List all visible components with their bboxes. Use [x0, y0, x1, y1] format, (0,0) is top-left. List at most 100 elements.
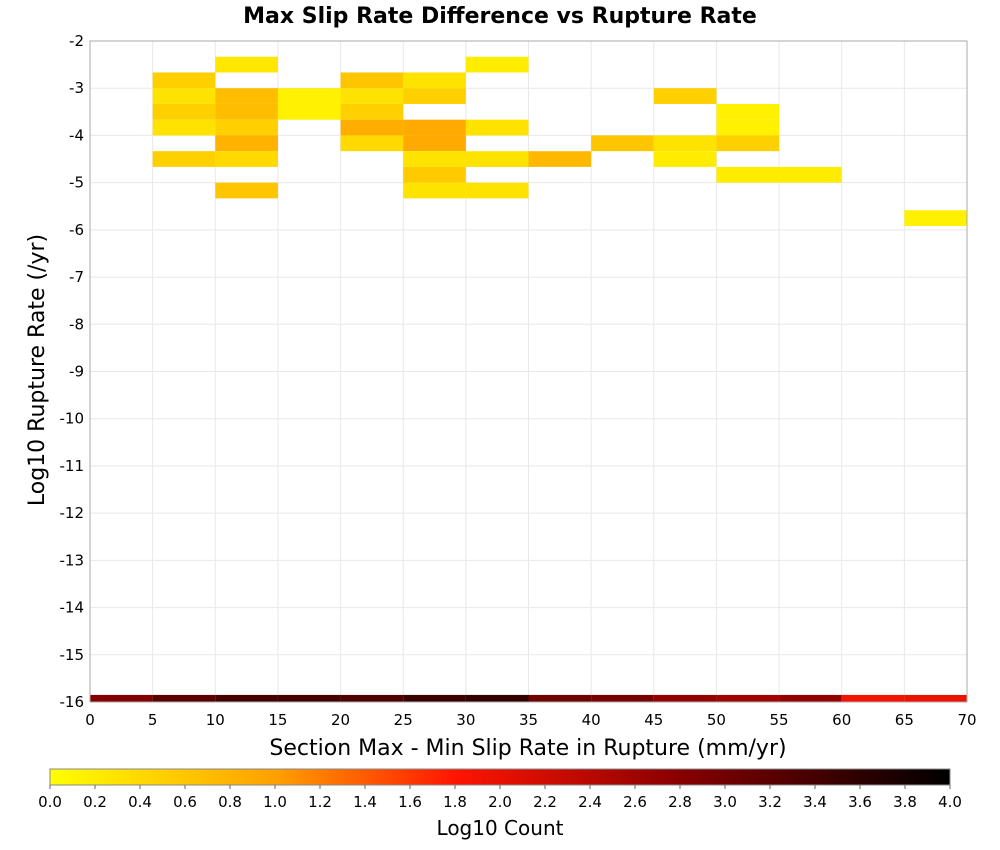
- heatmap-cell: [591, 135, 654, 152]
- x-tick-label: 40: [582, 711, 601, 729]
- heatmap-cell: [841, 694, 905, 702]
- colorbar-tick-label: 3.0: [713, 793, 737, 811]
- heatmap-cell: [779, 694, 842, 702]
- heatmap-cell: [779, 166, 842, 183]
- heatmap-cell: [152, 151, 216, 167]
- heatmap-cell: [528, 151, 592, 167]
- plot-frame: [89, 40, 968, 703]
- colorbar-ticks: 0.0 0.2 0.4 0.6 0.8 1.0 1.2 1.4 1.6 1.8 2.0 2.2 2.4 2…: [38, 785, 962, 811]
- x-tick-label: 70: [957, 711, 976, 729]
- colorbar-tick-label: 0.2: [83, 793, 107, 811]
- heatmap-cell: [215, 694, 278, 702]
- y-tick-label: -16: [60, 693, 85, 711]
- heatmap-cell: [716, 119, 780, 136]
- heatmap-cell: [90, 694, 153, 702]
- colorbar-tick-label: 1.2: [308, 793, 332, 811]
- x-axis-ticks: 0 5 10 15 20 25 30 35 40 45 50 55 60 65 70: [85, 711, 976, 729]
- heatmap-cell: [152, 119, 216, 136]
- colorbar-tick-label: 3.8: [893, 793, 917, 811]
- y-tick-label: -14: [60, 599, 85, 617]
- colorbar-tick-label: 0.0: [38, 793, 62, 811]
- colorbar-tick-label: 0.8: [218, 793, 242, 811]
- heatmap-cell: [277, 694, 341, 702]
- heatmap-cell: [716, 694, 780, 702]
- colorbar-tick-label: 2.8: [668, 793, 692, 811]
- heatmap-cell: [465, 694, 529, 702]
- y-tick-label: -6: [69, 221, 84, 239]
- heatmap-cell: [716, 166, 780, 183]
- heatmap-cell: [215, 88, 278, 104]
- heatmap-cell: [403, 694, 466, 702]
- y-tick-label: -11: [60, 457, 85, 475]
- colorbar-tick-label: 3.6: [848, 793, 872, 811]
- y-tick-label: -7: [69, 268, 84, 286]
- colorbar-tick-label: 1.4: [353, 793, 377, 811]
- colorbar-tick-label: 2.4: [578, 793, 602, 811]
- colorbar-tick-label: 2.6: [623, 793, 647, 811]
- heatmap-cell: [340, 694, 404, 702]
- heatmap-cell: [465, 151, 529, 167]
- chart-title: Max Slip Rate Difference vs Rupture Rate: [243, 4, 757, 29]
- heatmap-cell: [403, 135, 466, 152]
- y-tick-label: -13: [60, 551, 85, 569]
- heatmap-cell: [340, 88, 404, 104]
- heatmap-cell: [403, 166, 466, 183]
- heatmap-cell: [340, 119, 404, 136]
- colorbar-tick-label: 0.4: [128, 793, 152, 811]
- colorbar-tick-label: 3.4: [803, 793, 827, 811]
- colorbar-tick-label: 1.8: [443, 793, 467, 811]
- x-tick-label: 30: [456, 711, 475, 729]
- heatmap-cell: [591, 694, 654, 702]
- heatmap-cell: [716, 135, 780, 152]
- y-axis-ticks: -2 -3 -4 -5 -6 -7 -8 -9 -10 -11 -12 -13 -14 -15 -16: [60, 32, 85, 711]
- heatmap-cell: [215, 119, 278, 136]
- heatmap-cell: [716, 103, 780, 120]
- y-tick-label: -3: [69, 79, 84, 97]
- heatmap-cells: [90, 56, 967, 702]
- x-tick-label: 0: [85, 711, 95, 729]
- y-tick-label: -4: [69, 126, 84, 144]
- x-tick-label: 10: [206, 711, 225, 729]
- heatmap-cell: [340, 103, 404, 120]
- heatmap-cell: [528, 694, 592, 702]
- colorbar-tick-label: 2.2: [533, 793, 557, 811]
- colorbar-tick-label: 3.2: [758, 793, 782, 811]
- y-tick-label: -10: [60, 410, 85, 428]
- heatmap-cell: [215, 56, 278, 73]
- y-tick-label: -5: [69, 174, 84, 192]
- heatmap-cell: [152, 88, 216, 104]
- heatmap-cell: [653, 151, 717, 167]
- y-tick-label: -15: [60, 646, 85, 664]
- y-tick-label: -12: [60, 504, 85, 522]
- y-tick-label: -9: [69, 363, 84, 381]
- x-tick-label: 15: [268, 711, 287, 729]
- heatmap-cell: [653, 694, 717, 702]
- heatmap-cell: [904, 694, 967, 702]
- heatmap-cell: [403, 88, 466, 104]
- heatmap-cell: [277, 103, 341, 120]
- colorbar-tick-label: 0.6: [173, 793, 197, 811]
- heatmap-cell: [152, 694, 216, 702]
- heatmap-cell: [152, 103, 216, 120]
- x-tick-label: 25: [394, 711, 413, 729]
- x-tick-label: 55: [770, 711, 789, 729]
- x-tick-label: 60: [832, 711, 851, 729]
- colorbar: [49, 768, 951, 786]
- colorbar-label: Log10 Count: [437, 816, 564, 840]
- heatmap-cell: [653, 88, 717, 104]
- heatmap-cell: [215, 151, 278, 167]
- heatmap-cell: [465, 182, 529, 199]
- colorbar-tick-label: 1.0: [263, 793, 287, 811]
- y-tick-label: -2: [69, 32, 84, 50]
- x-tick-label: 45: [644, 711, 663, 729]
- heatmap-cell: [277, 88, 341, 104]
- heatmap-cell: [465, 119, 529, 136]
- heatmap-cell: [465, 56, 529, 73]
- colorbar-tick-label: 1.6: [398, 793, 422, 811]
- x-tick-label: 65: [895, 711, 914, 729]
- colorbar-tick-label: 2.0: [488, 793, 512, 811]
- heatmap-cell: [215, 182, 278, 199]
- heatmap-cell: [403, 182, 466, 199]
- heatmap-cell: [403, 72, 466, 89]
